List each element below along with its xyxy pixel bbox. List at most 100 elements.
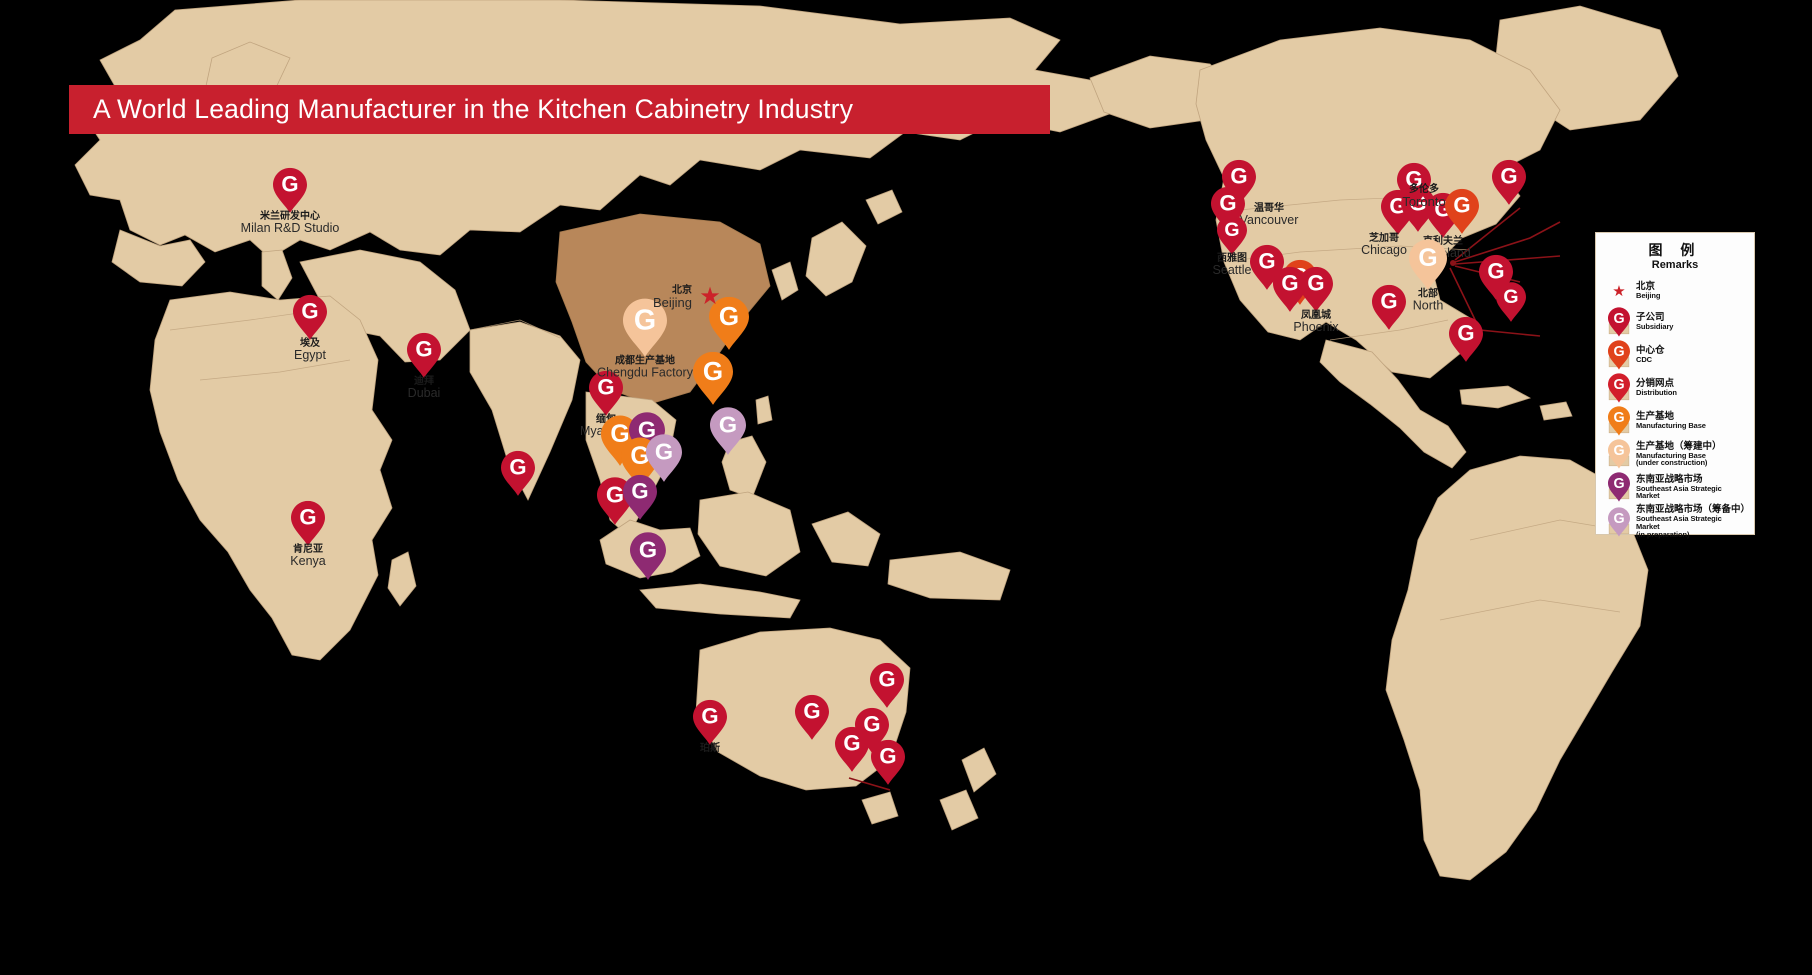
svg-text:G: G — [1500, 164, 1517, 189]
legend-label-en: Manufacturing Base — [1636, 450, 1706, 460]
map-marker-florida[interactable]: G — [1449, 316, 1483, 362]
central-america — [1319, 339, 1467, 469]
legend-title-cn: 图 例 — [1648, 242, 1702, 258]
svg-text:G: G — [878, 667, 895, 692]
pin-icon: G — [630, 532, 666, 580]
taiwan — [755, 395, 773, 425]
pin-cdc-icon: G — [1604, 340, 1634, 370]
svg-text:G: G — [1613, 511, 1624, 527]
svg-text:G: G — [1380, 289, 1397, 314]
label-cn: 多伦多 — [1409, 184, 1439, 195]
legend-text: 分销网点 Distribution — [1634, 379, 1746, 397]
map-marker-cleveland-cdc[interactable]: G — [1445, 188, 1479, 234]
svg-text:G: G — [597, 375, 614, 400]
svg-text:G: G — [1281, 271, 1298, 296]
legend-box: 图 例 Remarks ★ 北京 Beijing G 子公司 Subsidiary G 中心仓… — [1595, 232, 1755, 538]
pin-icon: G — [795, 694, 829, 740]
iberia — [111, 229, 206, 287]
legend-row-star[interactable]: ★ 北京 Beijing — [1604, 278, 1746, 304]
map-marker-malaysia-sea[interactable]: G — [623, 474, 657, 520]
map-marker-shandong-mfg[interactable]: G — [709, 296, 749, 350]
svg-text:G: G — [1613, 344, 1624, 360]
legend-rows: ★ 北京 Beijing G 子公司 Subsidiary G 中心仓 CDC G 分销网点 Dist… — [1604, 278, 1751, 539]
pin-icon: G — [407, 332, 441, 378]
legend-label-cn: 中心仓 — [1636, 345, 1665, 357]
map-marker-india-south[interactable]: G — [501, 450, 535, 496]
pin-icon: G — [835, 726, 869, 772]
map-marker-north-mfg[interactable]: G 北部 North — [1409, 239, 1447, 311]
svg-text:G: G — [863, 712, 880, 737]
map-marker-guangdong-mfg[interactable]: G — [693, 351, 733, 405]
map-marker-indonesia-sea[interactable]: G — [630, 532, 666, 580]
japan — [805, 221, 867, 297]
legend-text: 生产基地 Manufacturing Base — [1634, 412, 1746, 430]
map-marker-toronto-extra[interactable]: G — [1496, 282, 1526, 322]
map-marker-newyork[interactable]: G — [1492, 159, 1526, 205]
legend-row-pin-mfg[interactable]: G 生产基地 Manufacturing Base — [1604, 406, 1746, 436]
legend-label-en: Subsidiary — [1636, 322, 1674, 332]
svg-text:G: G — [299, 505, 316, 530]
italy — [261, 249, 293, 301]
legend-row-pin-cdc[interactable]: G 中心仓 CDC — [1604, 340, 1746, 370]
india — [469, 321, 581, 501]
new-guinea — [887, 551, 1011, 601]
pin-icon: G — [871, 739, 905, 785]
map-marker-kenya[interactable]: G 肯尼亚 Kenya — [290, 500, 326, 567]
pin-icon: G — [693, 351, 733, 405]
pin-icon: G — [293, 294, 327, 340]
map-marker-phoenix-1[interactable]: G — [1273, 266, 1307, 312]
pin-icon: G — [693, 699, 727, 745]
map-marker-tasmania[interactable]: G — [871, 739, 905, 785]
map-marker-philippines-sea[interactable]: G — [710, 407, 746, 455]
map-marker-sydney[interactable]: G — [870, 662, 904, 708]
svg-text:G: G — [1613, 311, 1624, 327]
legend-label-en: Distribution — [1636, 388, 1677, 398]
pin-icon: G — [709, 296, 749, 350]
map-marker-milan-rnd[interactable]: G 米兰研发中心 Milan R&D Studio — [241, 167, 339, 234]
legend-label-en2: (under construction) — [1636, 458, 1708, 468]
svg-text:G: G — [1258, 249, 1275, 274]
svg-text:G: G — [703, 356, 723, 386]
legend-row-pin-sea-market[interactable]: G 东南亚战略市场 Southeast Asia Strategic Market — [1604, 472, 1746, 502]
map-marker-myanmar[interactable]: G缅甸Myanmar — [580, 370, 632, 437]
legend-label-cn: 生产基地 — [1636, 411, 1675, 423]
map-marker-seattle[interactable]: G 西雅图 Seattle — [1213, 215, 1251, 276]
map-marker-melbourne[interactable]: G — [835, 726, 869, 772]
map-marker-texas[interactable]: G — [1372, 284, 1406, 330]
svg-text:G: G — [638, 416, 656, 442]
map-marker-perth[interactable]: G 珀斯 — [693, 699, 727, 754]
legend-row-pin-mfg-construct[interactable]: G 生产基地（筹建中） Manufacturing Base (under const… — [1604, 439, 1746, 469]
svg-text:G: G — [630, 443, 649, 470]
legend-label-cn: 东南亚战略市场（筹备中） — [1636, 504, 1751, 516]
map-marker-toronto[interactable]: G — [1397, 162, 1431, 208]
svg-text:G: G — [1405, 167, 1422, 192]
map-marker-phoenix-2[interactable]: G 凤凰城 Phoenix — [1293, 266, 1339, 333]
madagascar — [387, 551, 417, 607]
map-marker-dubai[interactable]: G 迪拜 Dubai — [407, 332, 441, 399]
pin-icon: G — [1397, 162, 1431, 208]
legend-row-pin-sea-prep[interactable]: G 东南亚战略市场（筹备中） Southeast Asia Strategic Ma… — [1604, 504, 1751, 539]
map-marker-adelaide[interactable]: G — [795, 694, 829, 740]
map-marker-vietnam-sea[interactable]: G — [646, 434, 682, 482]
svg-text:G: G — [843, 731, 860, 756]
pin-mfg-construct-icon: G — [1604, 439, 1634, 469]
new-zealand-south — [939, 789, 979, 831]
legend-text: 子公司 Subsidiary — [1634, 313, 1746, 331]
svg-text:G: G — [1453, 193, 1470, 218]
svg-text:G: G — [281, 172, 298, 197]
map-marker-egypt[interactable]: G 埃及 Egypt — [293, 294, 327, 361]
map-label-toronto-label: 多伦多 Toronto — [1402, 184, 1445, 209]
borneo — [697, 491, 801, 577]
legend-row-pin-distribution[interactable]: G 分销网点 Distribution — [1604, 373, 1746, 403]
map-label-beijing: 北京 Beijing — [653, 286, 692, 310]
pin-icon: G — [646, 434, 682, 482]
sulawesi — [811, 511, 881, 567]
pin-icon: G — [291, 500, 325, 546]
pin-icon: G — [1299, 266, 1333, 312]
svg-text:G: G — [415, 337, 432, 362]
new-zealand-north — [961, 747, 997, 793]
tasmania-land — [861, 791, 899, 825]
legend-row-pin-subsidiary[interactable]: G 子公司 Subsidiary — [1604, 307, 1746, 337]
svg-text:G: G — [803, 699, 820, 724]
